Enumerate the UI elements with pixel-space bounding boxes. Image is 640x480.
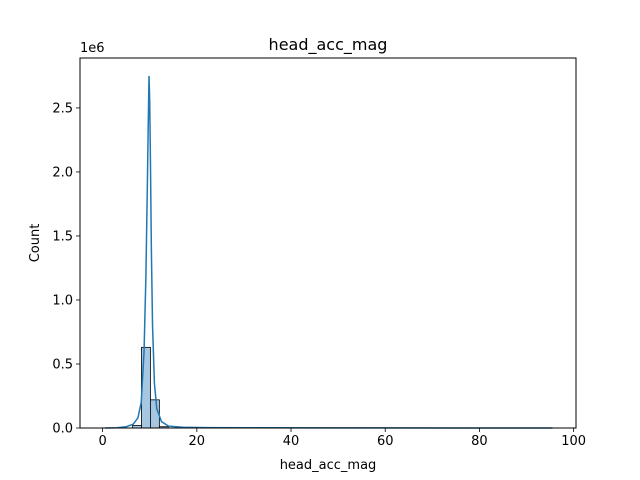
y-tick-label: 2.0 — [52, 165, 73, 180]
x-tick-label: 40 — [283, 434, 300, 449]
x-tick-label: 100 — [561, 434, 586, 449]
y-axis-label: Count — [28, 224, 43, 263]
y-offset-text: 1e6 — [80, 41, 105, 56]
kde-curve — [104, 75, 553, 429]
histogram-bar — [141, 346, 151, 429]
x-tick-label: 80 — [471, 434, 488, 449]
y-tick-label: 1.5 — [52, 229, 73, 244]
y-tick-label: 1.0 — [52, 293, 73, 308]
x-tick-label: 0 — [98, 434, 106, 449]
x-tick-label: 20 — [189, 434, 206, 449]
x-tick-label: 60 — [377, 434, 394, 449]
y-tick-label: 2.5 — [52, 101, 73, 116]
chart-title: head_acc_mag — [269, 35, 388, 55]
x-axis-label: head_acc_mag — [280, 458, 377, 473]
x-axis-ticks: 0 20 40 60 80 100 — [98, 428, 586, 449]
y-tick-label: 0.0 — [52, 422, 73, 437]
y-tick-label: 0.5 — [52, 357, 73, 372]
plot-frame — [79, 57, 577, 429]
y-axis-ticks: 0.0 0.5 1.0 1.5 2.0 2.5 — [52, 101, 80, 437]
